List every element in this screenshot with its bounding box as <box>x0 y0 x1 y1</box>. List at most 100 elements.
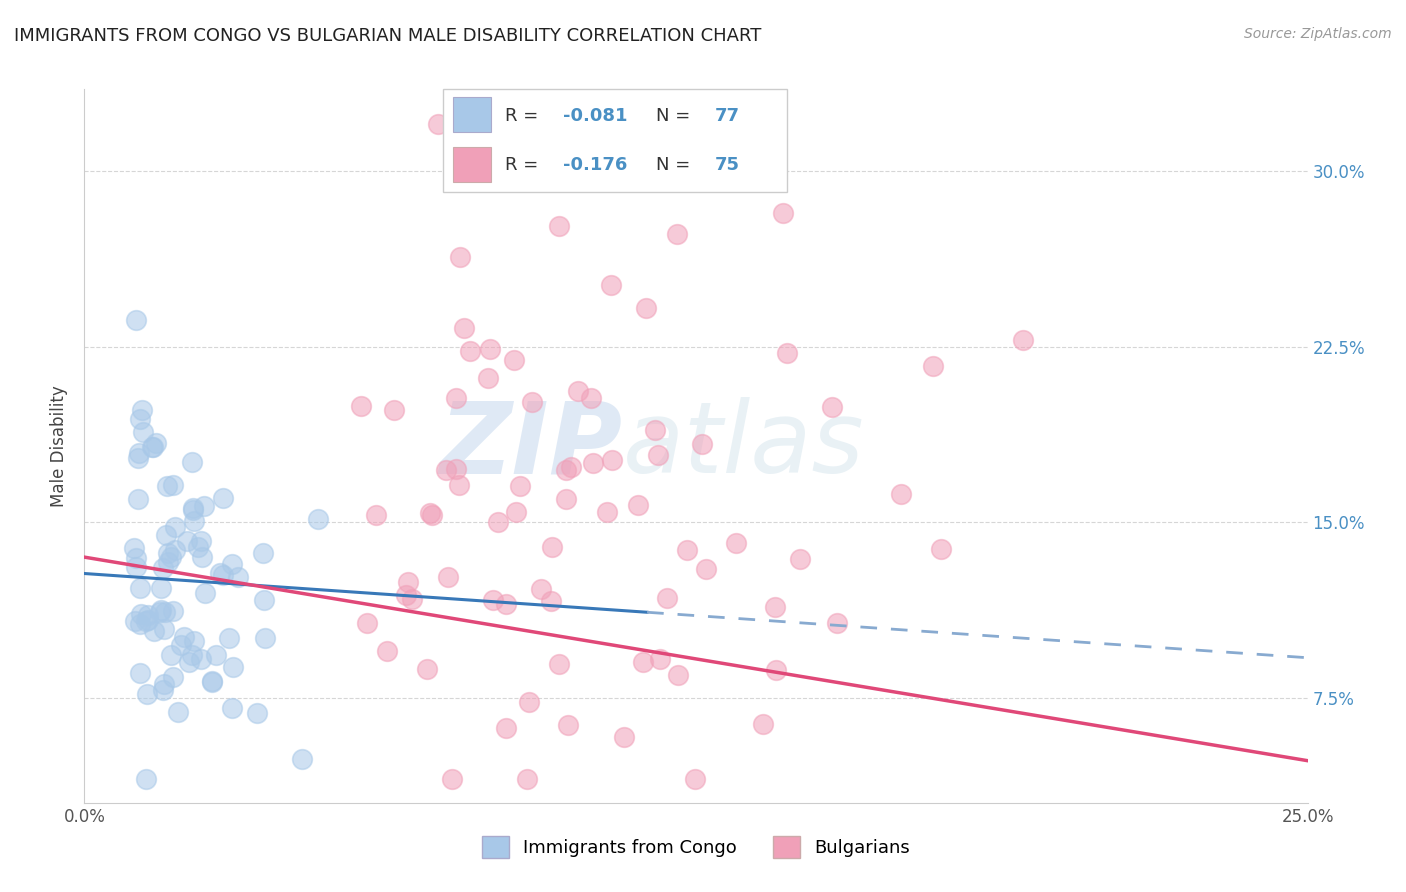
Point <box>128 446 150 460</box>
Point <box>135 615 157 629</box>
Point <box>763 599 786 614</box>
Point <box>191 550 214 565</box>
Point <box>555 463 578 477</box>
Point <box>173 630 195 644</box>
Point <box>180 455 202 469</box>
Text: -0.081: -0.081 <box>564 107 628 125</box>
Point <box>416 662 439 676</box>
Point <box>226 570 249 584</box>
Point <box>382 403 405 417</box>
Point <box>142 440 165 454</box>
Point <box>149 605 172 619</box>
Point <box>157 546 180 560</box>
Point <box>444 461 467 475</box>
Point <box>136 608 159 623</box>
Point <box>291 751 314 765</box>
Point <box>449 250 471 264</box>
Point <box>436 570 458 584</box>
Point <box>655 591 678 605</box>
Point <box>522 394 544 409</box>
Point <box>131 425 153 439</box>
Point <box>502 353 524 368</box>
Point <box>560 460 582 475</box>
Point <box>579 391 602 405</box>
Point <box>516 772 538 787</box>
Point <box>212 568 235 582</box>
Point <box>505 505 527 519</box>
Text: -0.176: -0.176 <box>564 156 628 174</box>
Point <box>695 562 717 576</box>
Point <box>613 730 636 744</box>
Text: ZIP: ZIP <box>440 398 623 494</box>
Point <box>364 508 387 523</box>
Point <box>530 582 553 596</box>
Point <box>125 559 148 574</box>
Point <box>165 520 187 534</box>
Point <box>517 695 540 709</box>
Point <box>690 437 713 451</box>
Point <box>350 399 373 413</box>
Point <box>129 617 152 632</box>
Text: 77: 77 <box>716 107 740 125</box>
Point <box>252 546 274 560</box>
Point <box>152 561 174 575</box>
Point <box>169 638 191 652</box>
Point <box>127 492 149 507</box>
Point <box>152 683 174 698</box>
Point <box>307 512 329 526</box>
Text: IMMIGRANTS FROM CONGO VS BULGARIAN MALE DISABILITY CORRELATION CHART: IMMIGRANTS FROM CONGO VS BULGARIAN MALE … <box>14 27 762 45</box>
Point <box>460 344 482 359</box>
Point <box>145 436 167 450</box>
Point <box>136 613 159 627</box>
Point <box>201 673 224 688</box>
Point <box>481 593 503 607</box>
Point <box>153 622 176 636</box>
Point <box>160 648 183 662</box>
Point <box>194 586 217 600</box>
Point <box>183 514 205 528</box>
Point <box>153 677 176 691</box>
Point <box>156 555 179 569</box>
Legend: Immigrants from Congo, Bulgarians: Immigrants from Congo, Bulgarians <box>474 829 918 865</box>
Point <box>153 605 176 619</box>
Point <box>479 342 502 356</box>
FancyBboxPatch shape <box>453 97 491 132</box>
Point <box>129 411 152 425</box>
Point <box>124 615 146 629</box>
Point <box>181 648 204 663</box>
Point <box>143 624 166 638</box>
Point <box>246 706 269 720</box>
Point <box>776 346 799 360</box>
Point <box>375 644 398 658</box>
Point <box>177 655 200 669</box>
Point <box>675 543 697 558</box>
Y-axis label: Male Disability: Male Disability <box>51 385 69 507</box>
Text: Source: ZipAtlas.com: Source: ZipAtlas.com <box>1244 27 1392 41</box>
Point <box>150 582 173 596</box>
Point <box>162 604 184 618</box>
Point <box>125 551 148 566</box>
Point <box>181 500 204 515</box>
FancyBboxPatch shape <box>453 146 491 181</box>
Point <box>222 660 245 674</box>
Point <box>600 452 623 467</box>
Point <box>356 615 378 630</box>
Point <box>427 117 450 131</box>
Point <box>1012 333 1035 347</box>
Point <box>394 588 416 602</box>
Point <box>453 321 475 335</box>
Point <box>155 528 177 542</box>
Point <box>131 403 153 417</box>
Point <box>789 552 811 566</box>
FancyBboxPatch shape <box>443 89 787 192</box>
Point <box>221 700 243 714</box>
Text: N =: N = <box>657 107 696 125</box>
Point <box>436 463 458 477</box>
Point <box>176 533 198 548</box>
Point <box>252 593 274 607</box>
Point <box>162 478 184 492</box>
Point <box>221 558 243 572</box>
Text: R =: R = <box>505 156 544 174</box>
Point <box>666 668 689 682</box>
Point <box>401 592 423 607</box>
